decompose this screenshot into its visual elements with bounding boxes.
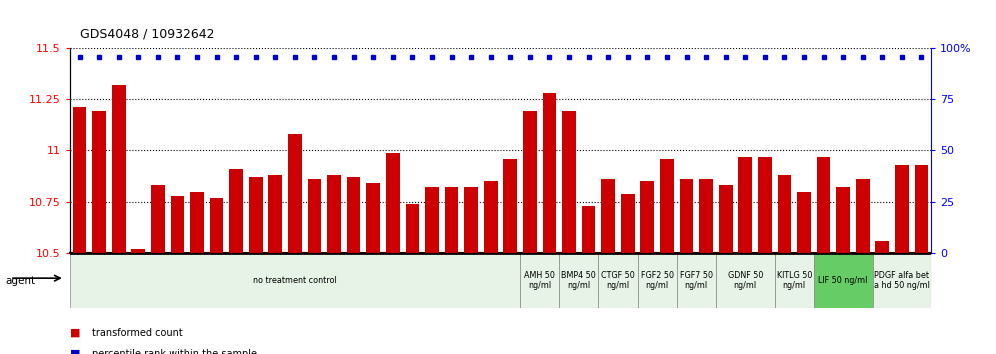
Bar — [73, 107, 87, 253]
Text: CTGF 50
ng/ml: CTGF 50 ng/ml — [602, 271, 634, 290]
Bar — [602, 179, 616, 253]
Text: BMP4 50
ng/ml: BMP4 50 ng/ml — [562, 271, 597, 290]
Text: KITLG 50
ng/ml: KITLG 50 ng/ml — [777, 271, 812, 290]
Bar — [385, 153, 399, 253]
Bar — [131, 249, 145, 253]
Bar — [676, 253, 716, 308]
Bar — [660, 159, 673, 253]
Bar — [190, 192, 204, 253]
Bar — [367, 183, 380, 253]
Text: ■: ■ — [70, 328, 81, 338]
Text: FGF2 50
ng/ml: FGF2 50 ng/ml — [640, 271, 673, 290]
Text: ■: ■ — [70, 349, 81, 354]
Bar — [559, 253, 599, 308]
Text: FGF7 50
ng/ml: FGF7 50 ng/ml — [680, 271, 713, 290]
Bar — [582, 206, 596, 253]
Bar — [716, 253, 775, 308]
Bar — [699, 179, 713, 253]
Bar — [543, 93, 557, 253]
Bar — [464, 187, 478, 253]
Text: PDGF alfa bet
a hd 50 ng/ml: PDGF alfa bet a hd 50 ng/ml — [873, 271, 930, 290]
Bar — [328, 175, 341, 253]
Bar — [269, 175, 282, 253]
Bar — [758, 156, 772, 253]
Bar — [405, 204, 419, 253]
Bar — [444, 187, 458, 253]
Bar — [778, 175, 791, 253]
Bar — [112, 85, 125, 253]
Bar — [637, 253, 676, 308]
Bar — [872, 253, 931, 308]
Text: agent: agent — [5, 275, 35, 286]
Bar — [151, 185, 164, 253]
Bar — [914, 165, 928, 253]
Bar — [523, 112, 537, 253]
Bar — [599, 253, 637, 308]
Bar — [308, 179, 322, 253]
Text: percentile rank within the sample: percentile rank within the sample — [92, 349, 257, 354]
Bar — [425, 187, 439, 253]
Bar — [484, 181, 498, 253]
Bar — [347, 177, 361, 253]
Text: transformed count: transformed count — [92, 328, 182, 338]
Bar — [817, 156, 831, 253]
Bar — [679, 179, 693, 253]
Bar — [895, 165, 908, 253]
Text: GDS4048 / 10932642: GDS4048 / 10932642 — [80, 28, 214, 41]
Bar — [229, 169, 243, 253]
Bar — [875, 241, 889, 253]
Bar — [621, 194, 634, 253]
Bar — [719, 185, 732, 253]
Bar — [640, 181, 654, 253]
Bar — [797, 192, 811, 253]
Bar — [837, 187, 850, 253]
Bar — [249, 177, 263, 253]
Bar — [70, 253, 520, 308]
Text: GDNF 50
ng/ml: GDNF 50 ng/ml — [727, 271, 763, 290]
Bar — [814, 253, 872, 308]
Text: no treatment control: no treatment control — [253, 276, 337, 285]
Bar — [288, 134, 302, 253]
Bar — [503, 159, 517, 253]
Bar — [738, 156, 752, 253]
Bar — [93, 112, 106, 253]
Text: LIF 50 ng/ml: LIF 50 ng/ml — [819, 276, 868, 285]
Text: AMH 50
ng/ml: AMH 50 ng/ml — [524, 271, 555, 290]
Bar — [210, 198, 223, 253]
Bar — [562, 112, 576, 253]
Bar — [856, 179, 870, 253]
Bar — [170, 196, 184, 253]
Bar — [520, 253, 559, 308]
Bar — [775, 253, 814, 308]
